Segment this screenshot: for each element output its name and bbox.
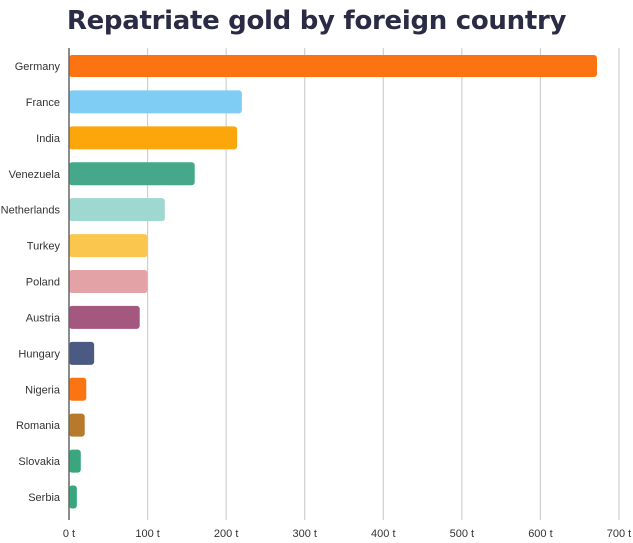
bar-poland [69, 270, 148, 293]
category-label: Germany [15, 61, 61, 73]
category-label: Romania [16, 420, 61, 432]
x-tick-label: 600 t [528, 528, 552, 540]
category-label: Slovakia [18, 456, 60, 468]
category-label: Venezuela [9, 169, 61, 181]
bar-serbia [69, 485, 77, 509]
x-tick-label: 400 t [371, 528, 395, 540]
bar-austria [69, 305, 140, 329]
x-tick-label: 300 t [292, 528, 316, 540]
category-label: Nigeria [25, 384, 61, 396]
bar-germany [69, 55, 597, 77]
x-tick-label: 500 t [450, 528, 474, 540]
bar-france [69, 90, 242, 114]
bar-india [69, 126, 238, 150]
category-label: Netherlands [1, 205, 61, 217]
bar-turkey [69, 234, 148, 258]
category-label: Turkey [27, 241, 61, 253]
category-label: Austria [26, 312, 61, 324]
bar-romania [69, 413, 85, 437]
category-label: Serbia [28, 492, 61, 504]
bar-nigeria [69, 377, 87, 401]
bar-hungary [69, 341, 95, 365]
chart-title: Repatriate gold by foreign country [66, 6, 567, 36]
x-tick-label: 100 t [135, 528, 159, 540]
bar-netherlands [69, 198, 165, 222]
bar-slovakia [69, 449, 81, 473]
category-label: India [36, 133, 61, 145]
x-tick-label: 700 t [607, 528, 631, 540]
x-tick-label: 0 t [63, 528, 75, 540]
category-label: Poland [26, 277, 60, 289]
category-label: Hungary [18, 348, 60, 360]
x-tick-label: 200 t [214, 528, 238, 540]
category-label: France [26, 97, 60, 109]
bar-venezuela [69, 162, 195, 186]
